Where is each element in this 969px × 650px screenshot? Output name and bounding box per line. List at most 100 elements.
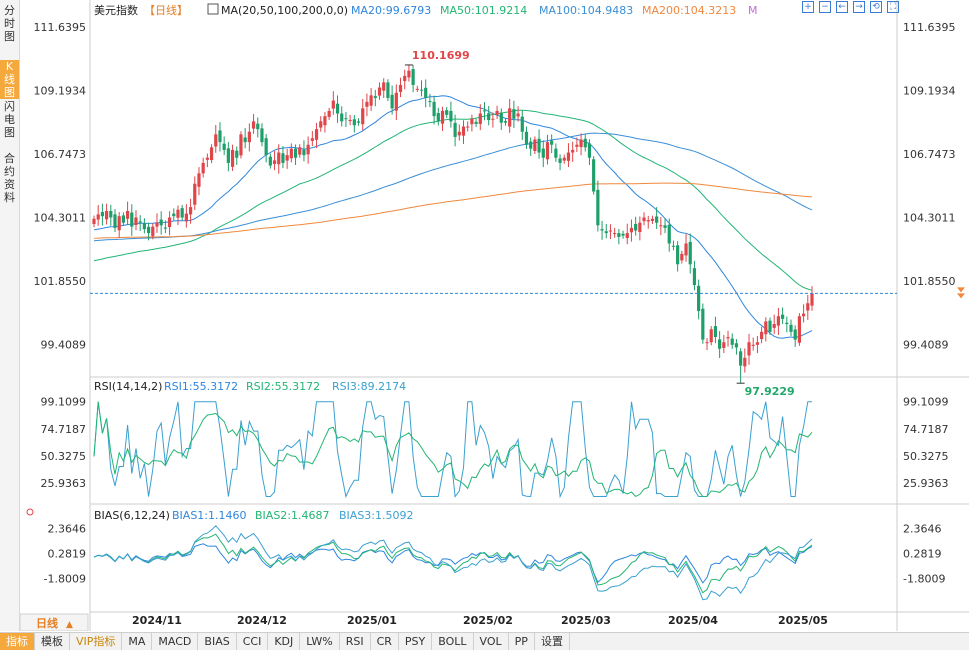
ma-line-ma200 (93, 182, 813, 239)
candle-body (537, 138, 541, 153)
candle-body (457, 131, 461, 136)
candle-body (440, 110, 445, 124)
candle-body (663, 225, 667, 228)
candle-body (272, 160, 277, 164)
candle-body (692, 268, 697, 286)
period-up-icon: ▲ (66, 620, 73, 630)
bias-settings-icon[interactable] (26, 508, 34, 516)
candle-body (529, 141, 533, 149)
toolbar-button-2[interactable]: ← (836, 1, 848, 13)
rsi-tick-left: 25.9363 (41, 477, 87, 490)
bias-tick-right: -1.8009 (903, 573, 945, 586)
candle-body (617, 233, 621, 237)
candle-body (461, 126, 466, 136)
bias-tick-right: 2.3646 (903, 523, 942, 536)
ma-value: MA200:104.3213 (642, 4, 736, 17)
ma-settings-icon[interactable] (207, 3, 219, 15)
candle-body (96, 214, 100, 220)
indicator-tab-9[interactable]: RSI (340, 633, 371, 650)
candle-body (344, 118, 348, 120)
candle-body (407, 70, 411, 78)
candle-body (327, 110, 331, 117)
candle-body (277, 152, 281, 165)
candle-body (331, 100, 335, 109)
candle-body (134, 217, 138, 226)
nav-tab-2[interactable]: 闪电图 (4, 100, 15, 139)
nav-tab-0[interactable]: 分时图 (4, 4, 15, 43)
rsi-tick-right: 50.3275 (903, 450, 949, 463)
rsi-tick-left: 99.1099 (41, 396, 87, 409)
toolbar-button-4[interactable]: ⟲ (870, 1, 882, 13)
y-tick-label-left: 101.8550 (34, 275, 87, 288)
candle-body (587, 143, 592, 158)
candle-body (428, 101, 432, 103)
candle-body (125, 210, 130, 219)
candle-body (659, 225, 663, 227)
rsi-value: RSI2:55.3172 (246, 380, 320, 393)
candle-body (382, 82, 386, 91)
y-tick-label-left: 106.7473 (34, 148, 87, 161)
candle-body (491, 118, 495, 120)
candle-body (289, 148, 293, 159)
candle-body (562, 157, 566, 161)
indicator-tab-1[interactable]: 模板 (35, 633, 70, 650)
candle-body (180, 208, 184, 218)
indicator-tab-0[interactable]: 指标 (0, 633, 35, 650)
chart-area[interactable]: 美元指数 【日线】 MA(20,50,100,200,0,0) MA20:99.679… (0, 0, 969, 632)
y-tick-label-left: 111.6395 (34, 21, 87, 34)
indicator-tab-8[interactable]: LW% (300, 633, 340, 650)
bias-value: BIAS1:1.1460 (172, 509, 247, 522)
candle-body (575, 144, 579, 147)
toolbar-button-5[interactable]: ⛶ (887, 1, 899, 13)
indicator-tab-10[interactable]: CR (371, 633, 399, 650)
chart-toolbar: + − ← → ⟲ ⛶ (802, 1, 899, 13)
nav-tab-3[interactable]: 合约资料 (4, 152, 15, 204)
ma-line-ma50 (93, 109, 813, 291)
candle-body (600, 229, 604, 231)
indicator-tab-12[interactable]: BOLL (432, 633, 474, 650)
indicator-tab-6[interactable]: CCI (237, 633, 269, 650)
indicator-tab-15[interactable]: 设置 (535, 633, 570, 650)
indicator-tab-14[interactable]: PP (509, 633, 535, 650)
candle-body (810, 293, 814, 306)
candle-body (793, 329, 797, 340)
candle-body (432, 101, 436, 117)
toolbar-button-1[interactable]: − (819, 1, 831, 13)
rsi-label: RSI(14,14,2) (94, 380, 162, 393)
candle-body (806, 303, 810, 311)
indicator-tab-4[interactable]: MACD (152, 633, 199, 650)
toolbar-button-0[interactable]: + (802, 1, 814, 13)
candle-body (167, 217, 172, 228)
ma-value: MA20:99.6793 (351, 4, 431, 17)
candle-body (785, 322, 789, 325)
indicator-tab-7[interactable]: KDJ (268, 633, 301, 650)
toolbar-button-3[interactable]: → (853, 1, 865, 13)
rsi-line-1 (93, 401, 812, 499)
candle-body (235, 150, 239, 158)
candle-body (571, 149, 575, 153)
candle-body (776, 316, 781, 326)
candle-body (239, 134, 243, 156)
ma-value: M (748, 4, 758, 17)
price-chart[interactable]: 美元指数 【日线】 MA(20,50,100,200,0,0) MA20:99.679… (0, 0, 969, 632)
candle-body (268, 156, 272, 166)
indicator-tab-2[interactable]: VIP指标 (70, 633, 123, 650)
indicator-tab-5[interactable]: BIAS (198, 633, 237, 650)
indicator-tab-3[interactable]: MA (122, 633, 153, 650)
ma-value: MA100:104.9483 (539, 4, 633, 17)
candle-body (503, 121, 508, 123)
indicator-tab-11[interactable]: PSY (399, 633, 433, 650)
candle-body (352, 119, 356, 126)
rsi-tick-right: 25.9363 (903, 477, 949, 490)
bias-value: BIAS2:1.4687 (255, 509, 330, 522)
candle-body (293, 148, 298, 158)
indicator-tab-13[interactable]: VOL (474, 633, 509, 650)
candle-body (436, 113, 440, 122)
candle-body (138, 221, 142, 223)
candle-body (398, 84, 403, 92)
candle-body (671, 245, 676, 247)
candle-body (151, 226, 155, 237)
candle-body (772, 324, 776, 328)
